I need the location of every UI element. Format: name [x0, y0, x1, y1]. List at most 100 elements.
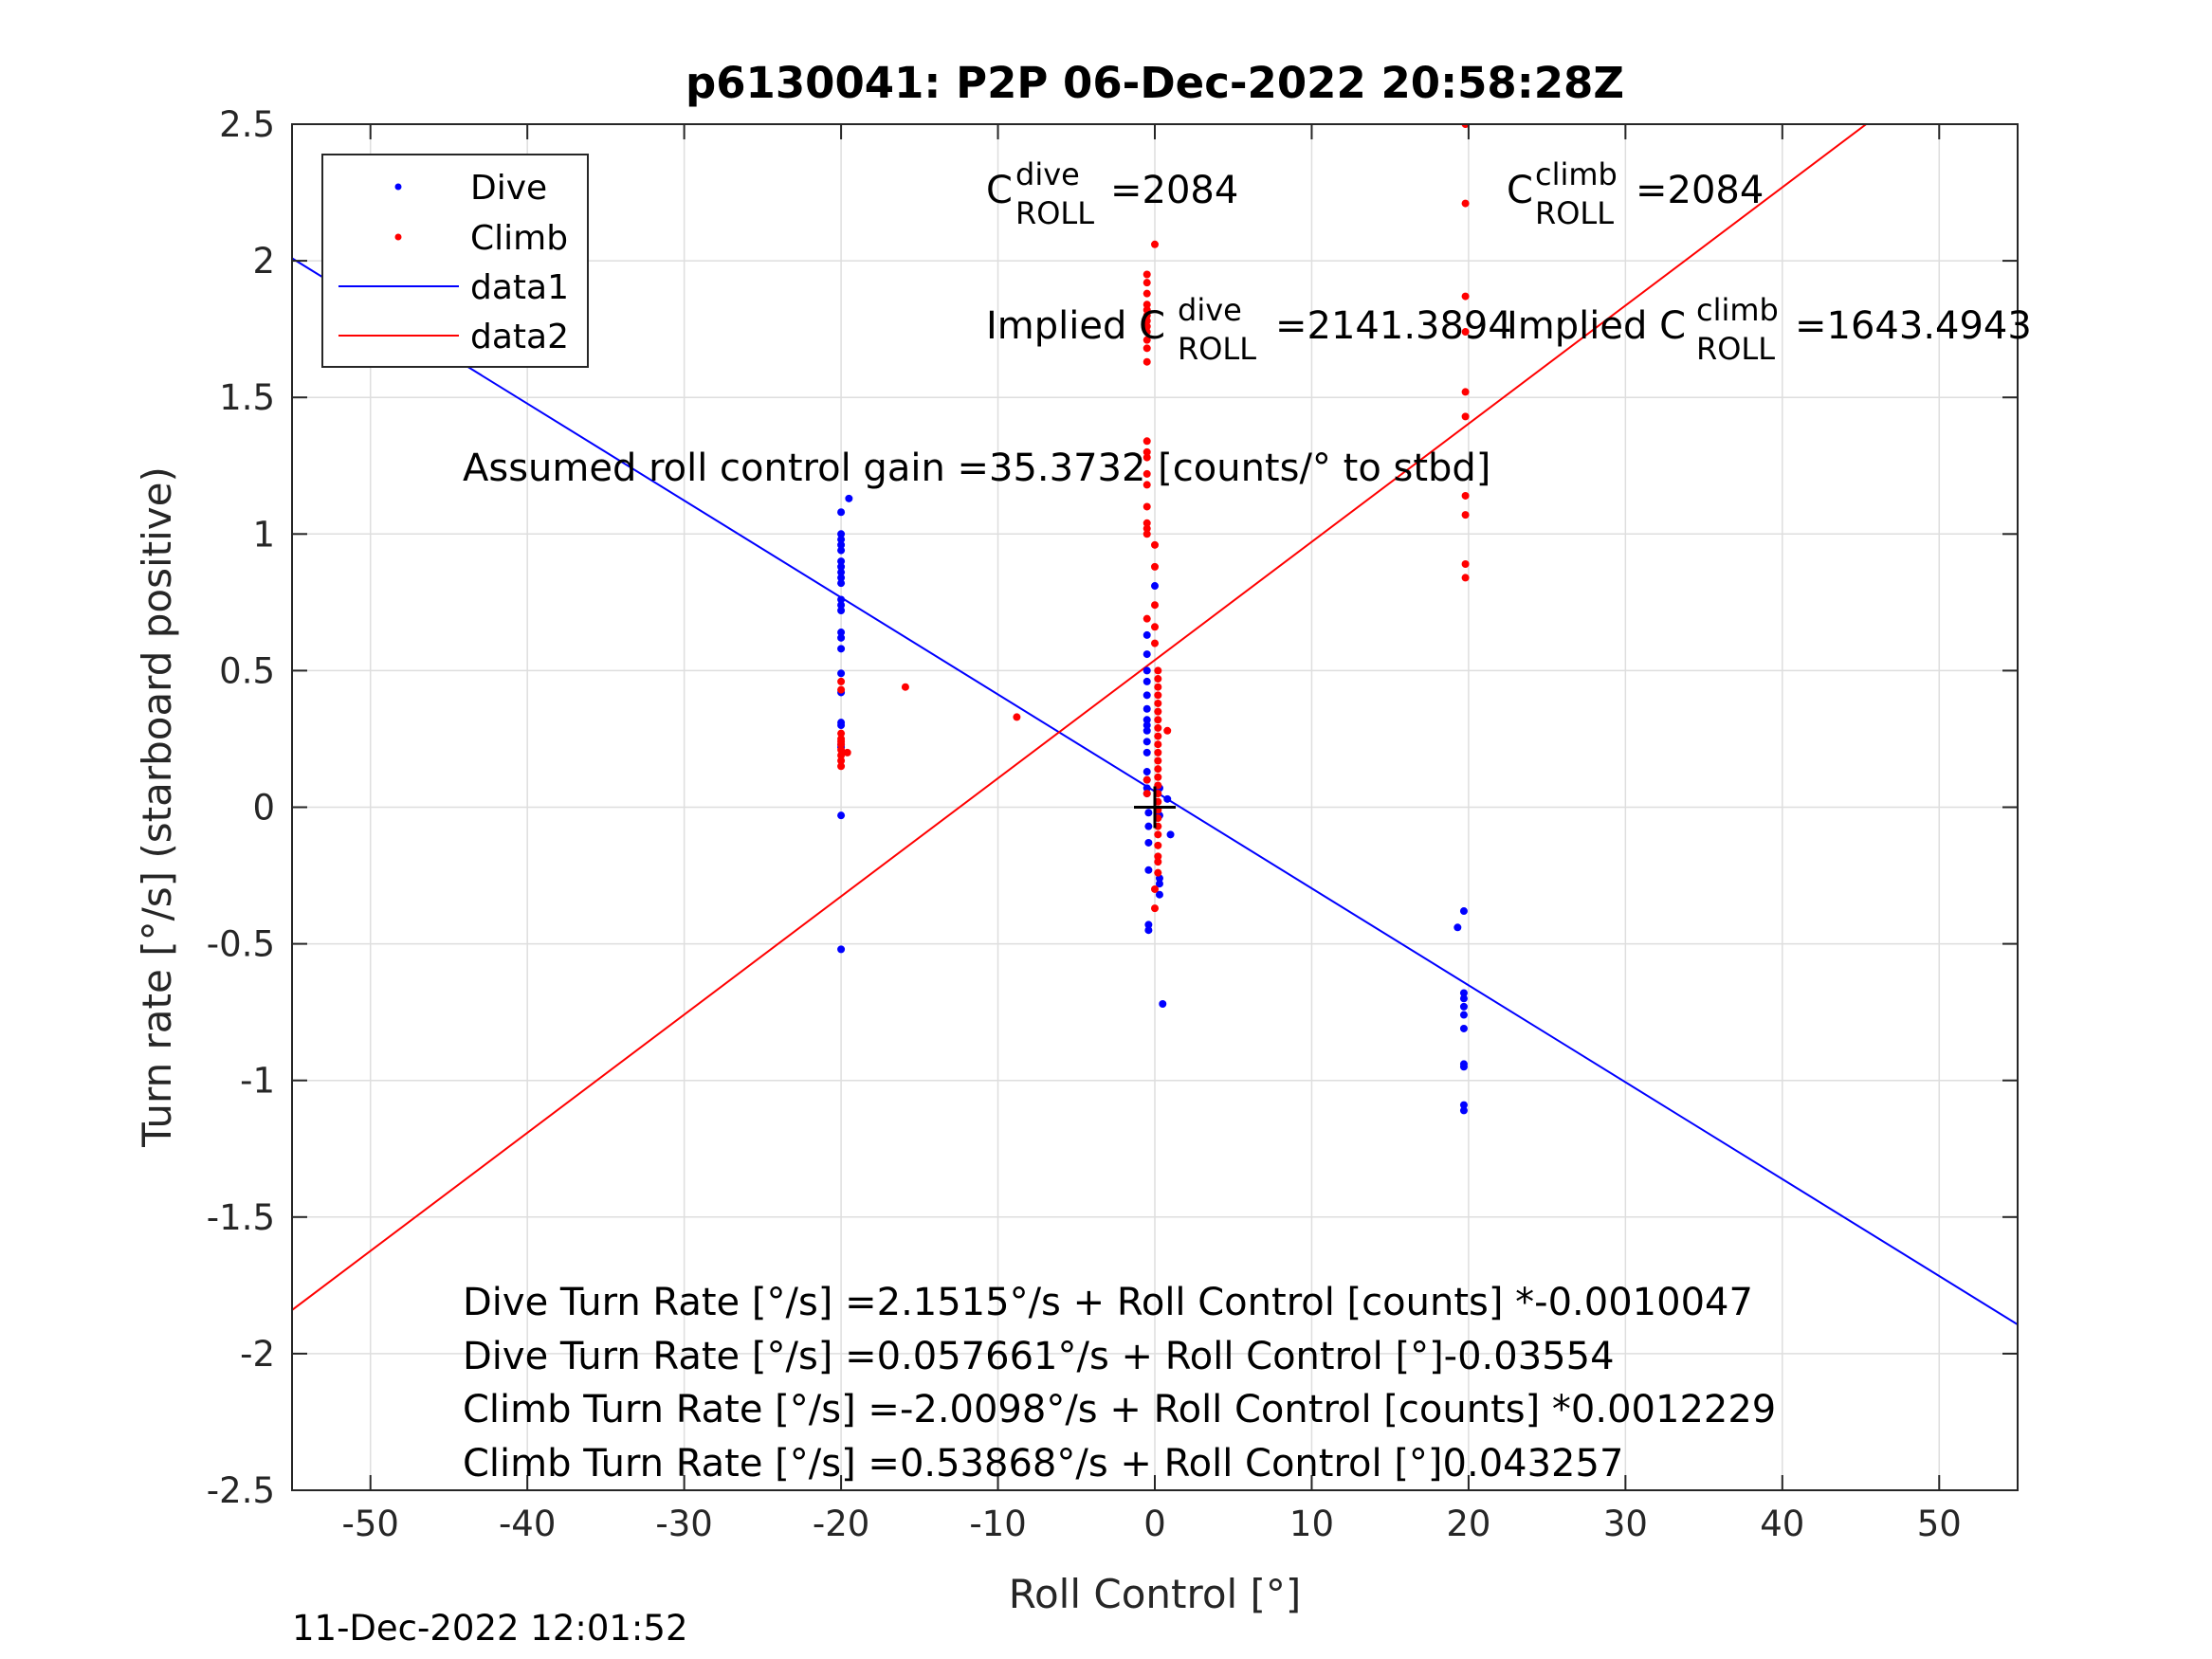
- legend-dive-marker: [394, 183, 402, 191]
- implied-c-roll-dive-annotation: Implied C dive ROLL =2141.3894: [986, 292, 1512, 367]
- climb-point: [1151, 601, 1159, 610]
- dive-point: [837, 811, 846, 820]
- climb-point: [1151, 240, 1159, 248]
- y-tick-label: 1.5: [219, 377, 275, 418]
- y-tick-label: -1: [240, 1061, 275, 1102]
- fit-equations: Dive Turn Rate [°/s] =2.1515°/s + Roll C…: [463, 1281, 1776, 1486]
- dive-point: [1459, 1106, 1468, 1115]
- climb-point: [1143, 311, 1151, 319]
- climb-point: [1013, 713, 1021, 721]
- climb-point: [1143, 328, 1151, 337]
- climb-point: [837, 757, 846, 765]
- svg-text:C: C: [986, 169, 1013, 212]
- climb-point: [1143, 775, 1151, 784]
- climb-point: [1143, 336, 1151, 344]
- dive-point: [837, 645, 846, 653]
- climb-point: [837, 745, 846, 754]
- dive-point: [837, 508, 846, 517]
- equation-line: Climb Turn Rate [°/s] =-2.0098°/s + Roll…: [463, 1388, 1776, 1431]
- svg-text:ROLL: ROLL: [1535, 195, 1614, 231]
- climb-point: [1154, 691, 1162, 700]
- climb-point: [1143, 524, 1151, 533]
- climb-point: [1143, 453, 1151, 462]
- dive-point: [1144, 822, 1153, 830]
- y-tick-label: 2.5: [219, 104, 275, 145]
- climb-point: [837, 729, 846, 738]
- c-roll-dive-annotation: C dive ROLL =2084: [986, 156, 1238, 231]
- x-tick-label: 10: [1289, 1504, 1334, 1544]
- climb-point: [1154, 707, 1162, 716]
- svg-text:climb: climb: [1535, 156, 1618, 192]
- svg-text:climb: climb: [1696, 292, 1779, 328]
- climb-point: [1143, 289, 1151, 298]
- dive-point: [837, 536, 846, 544]
- climb-point: [1143, 530, 1151, 538]
- climb-point: [1151, 540, 1159, 549]
- climb-point: [1163, 726, 1172, 735]
- climb-point: [1143, 317, 1151, 325]
- dive-point: [837, 721, 846, 730]
- dive-point: [1151, 582, 1159, 591]
- legend: Dive Climb data1 data2: [321, 154, 589, 368]
- y-tick-label: 0.5: [219, 650, 275, 691]
- climb-point: [1154, 757, 1162, 765]
- svg-text:ROLL: ROLL: [1178, 331, 1256, 367]
- x-tick-label: -10: [969, 1504, 1026, 1544]
- equation-line: Dive Turn Rate [°/s] =2.1515°/s + Roll C…: [463, 1281, 1753, 1324]
- dive-point: [1143, 784, 1151, 793]
- dive-point: [1453, 923, 1462, 932]
- climb-point: [1461, 388, 1470, 396]
- equation-line: Climb Turn Rate [°/s] =0.53868°/s + Roll…: [463, 1442, 1623, 1486]
- svg-text:=2141.3894: =2141.3894: [1275, 304, 1512, 348]
- dive-point: [1159, 1000, 1167, 1009]
- climb-point: [1154, 858, 1162, 866]
- climb-point: [1143, 790, 1151, 798]
- dive-point: [837, 945, 846, 954]
- climb-point: [1143, 301, 1151, 309]
- climb-point: [843, 748, 851, 757]
- climb-point: [837, 751, 846, 759]
- x-tick-label: 30: [1603, 1504, 1648, 1544]
- svg-text:=2084: =2084: [1636, 169, 1764, 212]
- climb-point: [1461, 412, 1470, 421]
- x-tick-label: -50: [342, 1504, 399, 1544]
- svg-text:C: C: [1507, 169, 1533, 212]
- dive-point: [837, 557, 846, 566]
- dive-point: [1143, 630, 1151, 639]
- dive-point: [1459, 1024, 1468, 1032]
- climb-point: [1154, 830, 1162, 839]
- climb-point: [1154, 666, 1162, 675]
- svg-text:dive: dive: [1015, 156, 1080, 192]
- legend-dive-label: Dive: [470, 169, 547, 208]
- y-tick-labels: -2.5 -2 -1.5 -1 -0.5 0 0.5 1 1.5 2 2.5: [207, 104, 275, 1511]
- y-tick-label: -2: [240, 1334, 275, 1375]
- legend-climb-label: Climb: [470, 219, 568, 258]
- climb-point: [1143, 357, 1151, 366]
- climb-point: [837, 685, 846, 694]
- climb-point: [1143, 270, 1151, 279]
- climb-point: [1151, 884, 1159, 893]
- dive-point: [1144, 809, 1153, 817]
- x-tick-label: -20: [813, 1504, 869, 1544]
- roll-gain-annotation: Assumed roll control gain =35.3732 [coun…: [463, 447, 1490, 490]
- climb-point: [1143, 614, 1151, 623]
- svg-text:=1643.4943: =1643.4943: [1795, 304, 2032, 348]
- dive-point: [837, 606, 846, 614]
- climb-point: [837, 738, 846, 746]
- dive-point: [1459, 989, 1468, 997]
- dive-point: [1143, 666, 1151, 675]
- dive-point: [1459, 907, 1468, 916]
- climb-point: [1461, 292, 1470, 301]
- dive-point: [1143, 691, 1151, 700]
- y-tick-label: -1.5: [207, 1197, 275, 1238]
- svg-text:ROLL: ROLL: [1696, 331, 1775, 367]
- dive-point: [837, 540, 846, 549]
- svg-text:Implied C: Implied C: [986, 304, 1165, 348]
- climb-point: [1154, 723, 1162, 732]
- climb-point: [1143, 344, 1151, 353]
- y-tick-label: -0.5: [207, 924, 275, 965]
- climb-point: [1461, 328, 1470, 337]
- dive-point: [1459, 1002, 1468, 1011]
- chart-title: p6130041: P2P 06-Dec-2022 20:58:28Z: [686, 58, 1624, 108]
